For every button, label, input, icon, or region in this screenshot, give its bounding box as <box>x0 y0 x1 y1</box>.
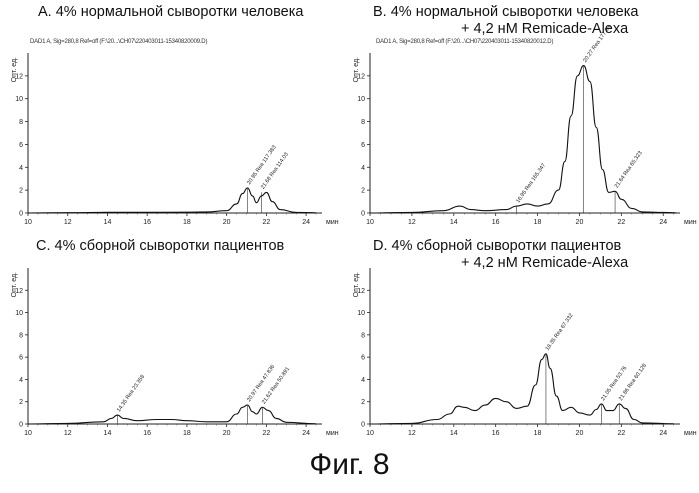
panel-a-chart: 0246810121012141618202224Опт. ед.мин20.9… <box>10 45 340 235</box>
x-tick-label: 24 <box>659 219 667 226</box>
x-tick-label: 20 <box>223 219 231 226</box>
y-tick-label: 2 <box>19 399 23 406</box>
y-tick-label: 10 <box>357 310 365 317</box>
x-tick-label: 20 <box>576 430 584 437</box>
y-tick-label: 4 <box>361 165 365 172</box>
y-tick-label: 4 <box>19 377 23 384</box>
y-tick-label: 4 <box>19 165 23 172</box>
panel-b-title: B. 4% нормальной сыворотки человека <box>373 4 638 21</box>
x-axis-label: мин <box>326 430 339 437</box>
peak-label: 20.97 Rea 47.836 <box>246 364 276 403</box>
y-tick-label: 4 <box>361 377 365 384</box>
x-tick-label: 10 <box>24 430 32 437</box>
x-tick-label: 24 <box>659 430 667 437</box>
y-tick-label: 2 <box>361 188 365 195</box>
peak-label: 20.95 Rea 117.383 <box>246 145 278 186</box>
y-axis-label: Опт. ед. <box>353 57 360 82</box>
x-tick-label: 10 <box>366 219 374 226</box>
panel-d-chart: 0246810121012141618202224Опт. ед.мин18.3… <box>350 260 695 445</box>
x-tick-label: 12 <box>64 219 72 226</box>
x-tick-label: 10 <box>366 430 374 437</box>
y-tick-label: 10 <box>357 96 365 103</box>
figure-caption: Фиг. 8 <box>0 448 699 482</box>
x-tick-label: 12 <box>408 219 416 226</box>
peak-label: 16.95 Rea 165.347 <box>515 163 547 205</box>
x-tick-label: 14 <box>104 219 112 226</box>
y-tick-label: 8 <box>361 119 365 126</box>
x-tick-label: 14 <box>450 430 458 437</box>
y-tick-label: 2 <box>19 188 23 195</box>
x-tick-label: 16 <box>143 219 151 226</box>
peak-label: 18.35 Rea 67.332 <box>545 313 575 352</box>
x-tick-label: 10 <box>24 219 32 226</box>
y-tick-label: 8 <box>19 119 23 126</box>
y-tick-label: 0 <box>361 422 365 429</box>
panel-b-chart: 0246810121012141618202224Опт. ед.мин16.9… <box>350 45 695 235</box>
x-tick-label: 18 <box>183 219 191 226</box>
x-axis-label: мин <box>684 219 697 226</box>
y-tick-label: 6 <box>19 142 23 149</box>
x-tick-label: 14 <box>104 430 112 437</box>
peak-label: 14.35 Rea 23.358 <box>116 374 146 413</box>
y-tick-label: 8 <box>19 332 23 339</box>
x-tick-label: 20 <box>223 430 231 437</box>
y-axis-label: Опт. ед. <box>11 57 18 82</box>
x-tick-label: 22 <box>617 219 625 226</box>
series-line <box>28 405 316 424</box>
y-tick-label: 0 <box>19 422 23 429</box>
x-tick-label: 22 <box>262 430 270 437</box>
x-tick-label: 18 <box>534 219 542 226</box>
y-tick-label: 0 <box>19 211 23 218</box>
y-tick-label: 0 <box>361 211 365 218</box>
x-tick-label: 12 <box>408 430 416 437</box>
x-tick-label: 14 <box>450 219 458 226</box>
y-axis-label: Опт. ед. <box>353 272 360 297</box>
panel-a-title: А. 4% нормальной сыворотки человека <box>38 4 303 21</box>
series-line <box>28 188 316 213</box>
y-tick-label: 8 <box>361 332 365 339</box>
y-tick-label: 6 <box>361 355 365 362</box>
y-tick-label: 6 <box>19 355 23 362</box>
x-tick-label: 24 <box>302 219 310 226</box>
x-tick-label: 20 <box>576 219 584 226</box>
panel-d-title: D. 4% сборной сыворотки пациентов <box>373 238 621 255</box>
x-axis-label: мин <box>684 430 697 437</box>
x-tick-label: 22 <box>262 219 270 226</box>
y-tick-label: 6 <box>361 142 365 149</box>
panel-c-title: C. 4% сборной сыворотки пациентов <box>36 238 284 255</box>
peak-label: 21.64 Rea 65.323 <box>614 150 644 189</box>
y-axis-label: Опт. ед. <box>11 272 18 297</box>
y-tick-label: 10 <box>15 96 23 103</box>
x-tick-label: 18 <box>534 430 542 437</box>
x-tick-label: 24 <box>302 430 310 437</box>
y-tick-label: 10 <box>15 310 23 317</box>
y-tick-label: 2 <box>361 399 365 406</box>
panel-c-chart: 0246810121012141618202224Опт. ед.мин14.3… <box>10 260 340 445</box>
x-tick-label: 22 <box>617 430 625 437</box>
x-tick-label: 16 <box>492 219 500 226</box>
x-tick-label: 16 <box>492 430 500 437</box>
x-axis-label: мин <box>326 219 339 226</box>
x-tick-label: 12 <box>64 430 72 437</box>
x-tick-label: 16 <box>143 430 151 437</box>
x-tick-label: 18 <box>183 430 191 437</box>
